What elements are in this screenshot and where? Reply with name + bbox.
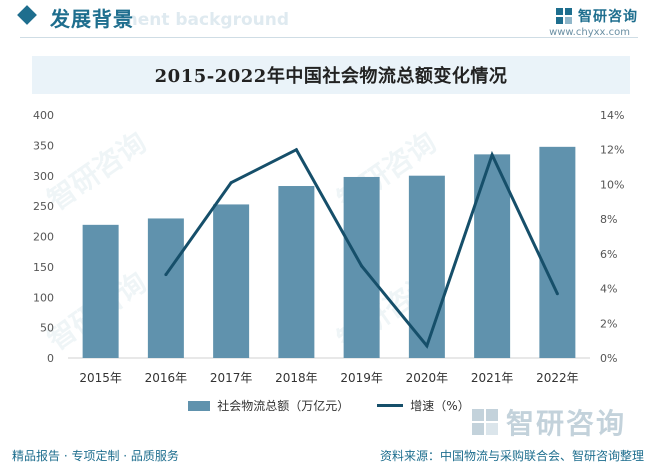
x-tick-label: 2020年	[406, 371, 449, 385]
brand: 智研咨询	[555, 6, 638, 26]
section-subtitle: ment background	[120, 10, 290, 30]
chart-title: 2015-2022年中国社会物流总额变化情况	[154, 66, 508, 87]
legend-item-bar: 社会物流总额（万亿元）	[188, 397, 349, 414]
chart-title-band: 2015-2022年中国社会物流总额变化情况	[32, 56, 630, 94]
brand-name: 智研咨询	[578, 9, 638, 25]
x-tick-label: 2017年	[210, 371, 253, 385]
y-right-tick-label: 6%	[600, 248, 617, 261]
y-right-tick-label: 12%	[600, 144, 624, 157]
y-right-tick-label: 0%	[600, 352, 617, 365]
line-point	[360, 264, 364, 268]
x-tick-label: 2022年	[536, 371, 579, 385]
brand-logo-icon	[556, 8, 572, 24]
watermark-logo: 智研咨询	[470, 402, 626, 442]
line-point	[164, 273, 168, 277]
footer-tagline: 精品报告 · 专项定制 · 品质服务	[12, 449, 179, 463]
line-point	[490, 153, 494, 157]
bar	[539, 146, 576, 358]
bar	[213, 204, 250, 358]
y-left-tick-label: 400	[33, 109, 54, 122]
x-tick-label: 2021年	[471, 371, 514, 385]
bar	[278, 186, 315, 358]
y-left-tick-label: 100	[33, 291, 54, 304]
legend-label-bar: 社会物流总额（万亿元）	[217, 399, 350, 413]
bar	[147, 218, 184, 358]
legend-bar-swatch	[188, 400, 211, 411]
y-left-tick-label: 50	[40, 322, 54, 335]
footer: 精品报告 · 专项定制 · 品质服务 资料来源：中国物流与采购联合会、智研咨询整…	[0, 440, 658, 468]
line-point	[425, 344, 429, 348]
legend: 社会物流总额（万亿元） 增速（%）	[0, 397, 658, 414]
brand-url: www.chyxx.com	[549, 27, 630, 38]
header-divider	[20, 37, 638, 38]
watermark-logo-icon	[472, 409, 498, 435]
x-tick-label: 2015年	[79, 371, 122, 385]
x-tick-label: 2018年	[275, 371, 318, 385]
y-right-tick-label: 14%	[600, 109, 624, 122]
line-point	[229, 181, 233, 185]
y-left-tick-label: 0	[47, 352, 54, 365]
y-right-tick-label: 8%	[600, 213, 617, 226]
footer-source: 资料来源：中国物流与采购联合会、智研咨询整理	[379, 449, 644, 463]
bar	[82, 224, 119, 358]
y-left-tick-label: 350	[33, 139, 54, 152]
legend-item-line: 增速（%）	[377, 397, 470, 414]
y-right-tick-label: 2%	[600, 317, 617, 330]
x-tick-label: 2019年	[340, 371, 383, 385]
y-right-tick-label: 10%	[600, 178, 624, 191]
header: ment background 发展背景 智研咨询 www.chyxx.com	[0, 0, 658, 40]
line-point	[294, 148, 298, 152]
y-left-tick-label: 150	[33, 261, 54, 274]
section-title: 发展背景	[50, 7, 134, 31]
x-tick-label: 2016年	[145, 371, 188, 385]
y-left-tick-label: 250	[33, 200, 54, 213]
watermark-logo-text: 智研咨询	[506, 407, 627, 440]
legend-label-line: 增速（%）	[410, 399, 470, 413]
y-left-tick-label: 200	[33, 231, 54, 244]
y-right-tick-label: 4%	[600, 283, 617, 296]
bar	[408, 175, 445, 358]
y-left-tick-label: 300	[33, 170, 54, 183]
line-point	[555, 292, 559, 296]
legend-line-swatch	[377, 404, 404, 407]
